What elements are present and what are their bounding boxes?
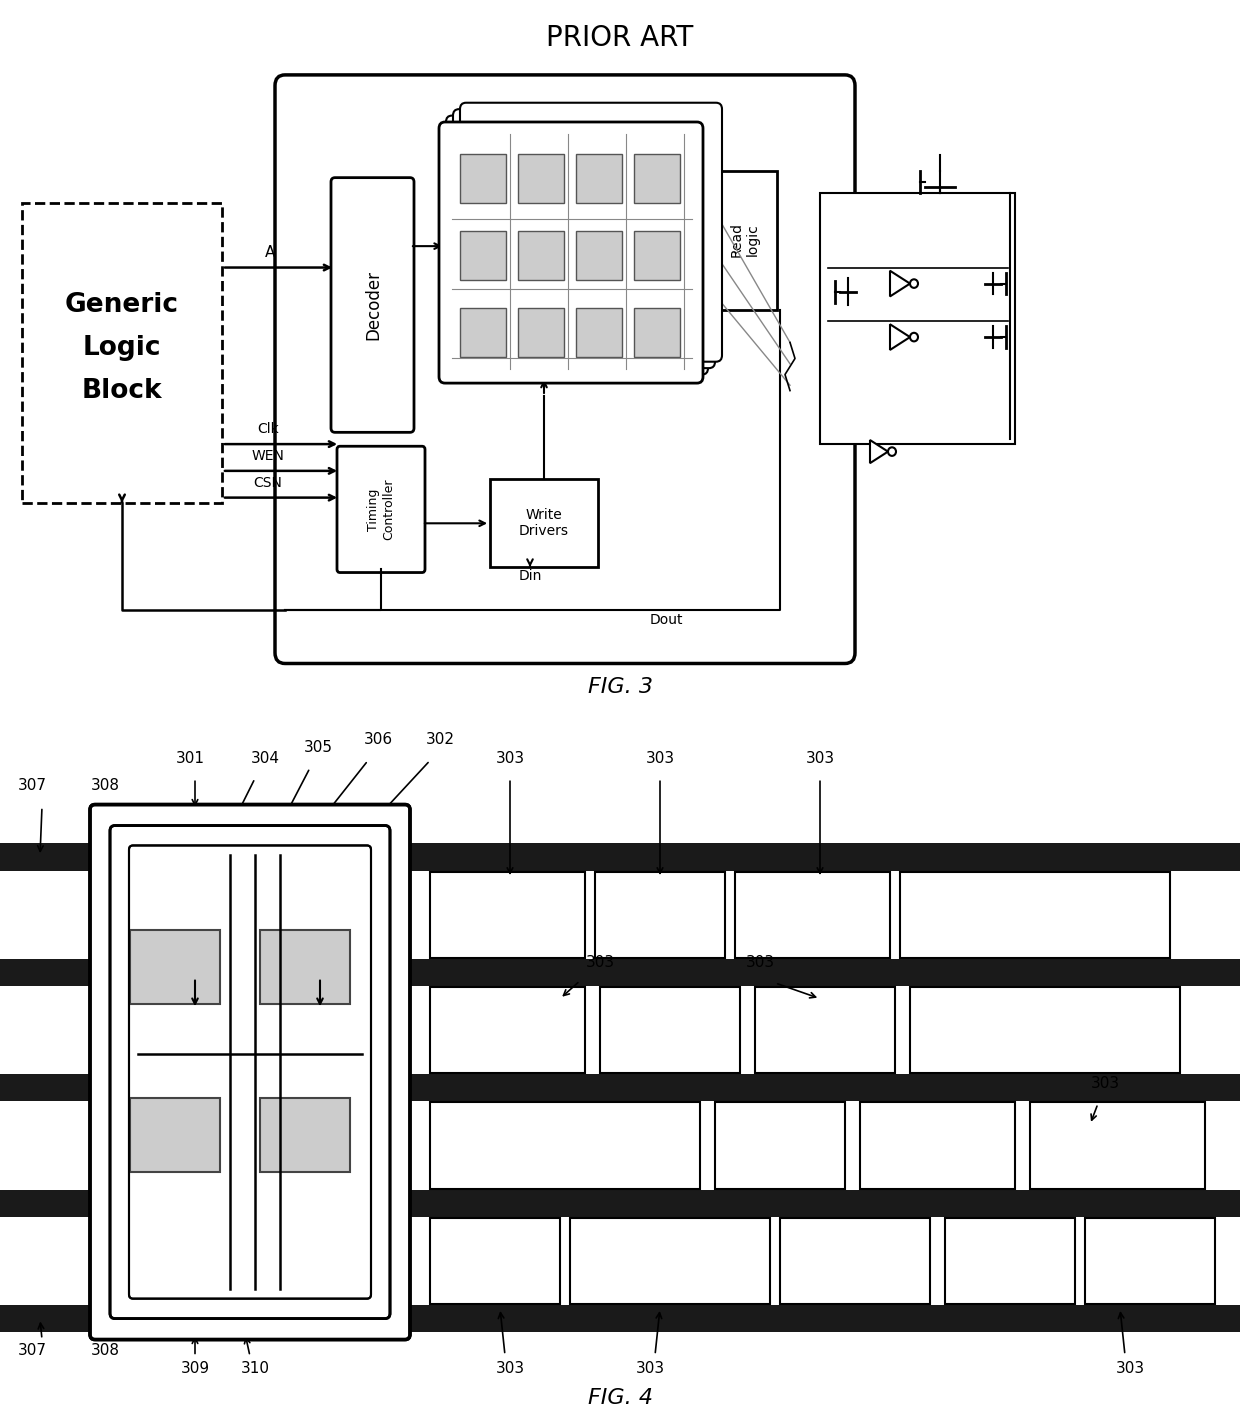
Text: 308: 308 [91,779,119,793]
Circle shape [888,448,897,456]
Text: 303: 303 [1116,1361,1145,1376]
Bar [945,1218,1075,1304]
Text: Write
Drivers: Write Drivers [520,509,569,538]
Bar [0,1306,1240,1332]
Text: 307: 307 [17,779,47,793]
FancyBboxPatch shape [110,825,391,1318]
Bar [634,308,680,357]
Bar [577,232,622,280]
Bar [600,988,740,1072]
Bar [0,1190,1240,1217]
Text: 303: 303 [1090,1075,1120,1091]
Bar [430,988,585,1072]
Bar [93,1306,407,1332]
Bar [430,1102,701,1188]
Text: 309: 309 [181,1361,210,1376]
Bar [861,1102,1016,1188]
Polygon shape [890,324,910,350]
Text: 305: 305 [304,740,332,755]
Bar [93,844,407,870]
Text: Read
logic: Read logic [730,222,760,257]
Text: Block: Block [82,377,162,404]
Text: Generic: Generic [64,292,179,318]
Text: Decoder: Decoder [365,270,382,341]
Text: Dout: Dout [650,613,683,627]
Bar [460,232,506,280]
Text: Logic: Logic [83,335,161,360]
Text: 308: 308 [91,1344,119,1358]
Text: WEN: WEN [252,449,284,463]
Bar [735,872,890,958]
Bar [634,154,680,203]
Bar [518,232,564,280]
Bar [93,1074,407,1102]
Bar [820,192,1016,444]
Text: 302: 302 [425,732,455,746]
FancyBboxPatch shape [275,75,856,664]
Bar [1085,1218,1215,1304]
FancyBboxPatch shape [453,109,715,369]
Bar [460,308,506,357]
Text: 303: 303 [635,1361,665,1376]
Bar [570,1218,770,1304]
Polygon shape [890,271,910,297]
FancyBboxPatch shape [460,103,722,362]
FancyBboxPatch shape [446,116,708,374]
Bar [93,1190,407,1217]
Text: 303: 303 [496,750,525,766]
Bar [130,1098,219,1171]
Text: 303: 303 [646,750,675,766]
Text: CSN: CSN [253,476,283,490]
Bar [260,1098,350,1171]
Bar [755,988,895,1072]
FancyBboxPatch shape [91,804,410,1340]
Text: A: A [265,244,275,260]
Text: FIG. 3: FIG. 3 [588,677,652,697]
Bar [93,959,407,986]
Bar [430,1218,560,1304]
FancyBboxPatch shape [129,845,371,1299]
Text: 303: 303 [806,750,835,766]
Bar [518,154,564,203]
Bar [715,1102,844,1188]
Text: 304: 304 [250,750,279,766]
FancyBboxPatch shape [337,447,425,572]
Circle shape [910,280,918,288]
Text: Din: Din [518,569,542,584]
Bar [460,154,506,203]
Bar [780,1218,930,1304]
Text: 310: 310 [241,1361,269,1376]
FancyBboxPatch shape [331,178,414,432]
Bar [577,308,622,357]
Polygon shape [870,439,888,463]
Bar [0,844,1240,870]
Text: 301: 301 [176,750,205,766]
Bar [518,308,564,357]
Bar [577,154,622,203]
Bar [490,479,598,567]
Bar [712,171,777,311]
Bar [0,1074,1240,1102]
Text: 306: 306 [363,732,393,746]
FancyBboxPatch shape [22,203,222,503]
Text: 303: 303 [496,1361,525,1376]
Text: PRIOR ART: PRIOR ART [547,24,693,51]
Bar [130,930,219,1003]
Circle shape [910,333,918,342]
Bar [910,988,1180,1072]
Text: Timing
Controller: Timing Controller [367,479,396,540]
Text: FIG. 4: FIG. 4 [588,1389,652,1409]
Bar [595,872,725,958]
Bar [0,959,1240,986]
Text: 303: 303 [585,955,615,971]
Text: 307: 307 [17,1344,47,1358]
Bar [634,232,680,280]
Bar [260,930,350,1003]
FancyBboxPatch shape [439,122,703,383]
Text: Clk: Clk [257,422,279,437]
Bar [430,872,585,958]
Bar [1030,1102,1205,1188]
Text: 303: 303 [745,955,775,971]
Bar [900,872,1171,958]
